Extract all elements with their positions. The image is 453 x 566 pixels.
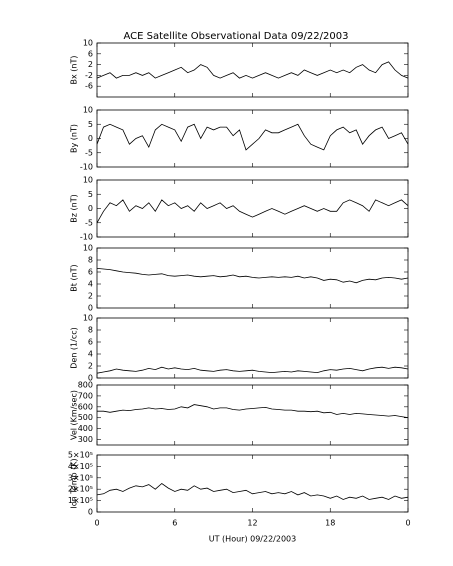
y-tick-label: 6 <box>88 338 93 347</box>
data-line <box>96 366 409 374</box>
y-tick-label: 10 <box>83 244 93 253</box>
data-line <box>96 199 409 223</box>
y-axis-label: Bt (nT) <box>70 264 79 291</box>
data-line <box>96 268 409 284</box>
y-tick-label: 400 <box>78 424 93 433</box>
y-tick-label: 2 <box>88 292 93 301</box>
y-tick-label: 8 <box>88 256 93 265</box>
y-axis-label: Vel (Km/sec) <box>70 390 79 440</box>
y-axis-label: Den (1/cc) <box>70 327 79 369</box>
data-line <box>96 482 409 500</box>
y-tick-label: 4×10⁵ <box>68 462 93 471</box>
chart-title: ACE Satellite Observational Data 09/22/2… <box>124 31 349 42</box>
panel-frame <box>96 42 409 98</box>
x-tick-label: 18 <box>325 519 335 528</box>
y-tick-label: 0 <box>88 508 93 517</box>
y-tick-label: 0 <box>88 204 93 213</box>
x-tick-label: 0 <box>94 519 99 528</box>
y-axis-label: Ion Temp (K) <box>70 458 79 508</box>
data-line <box>96 123 409 151</box>
y-axis-label: Bz (nT) <box>70 194 79 222</box>
y-tick-label: 500 <box>78 413 93 422</box>
x-tick-label: 12 <box>247 519 257 528</box>
y-tick-label: -6 <box>85 82 93 91</box>
y-tick-label: 0 <box>88 134 93 143</box>
y-tick-label: 2 <box>88 60 93 69</box>
y-tick-label: 10 <box>83 106 93 115</box>
y-tick-label: 700 <box>78 391 93 400</box>
y-tick-label: -10 <box>80 233 93 242</box>
y-tick-label: -5 <box>85 218 93 227</box>
y-tick-label: 4 <box>88 280 93 289</box>
y-tick-label: 8 <box>88 326 93 335</box>
y-tick-label: 10 <box>83 314 93 323</box>
y-tick-label: 600 <box>78 402 93 411</box>
y-tick-label: -2 <box>85 71 93 80</box>
y-tick-label: 1×10⁵ <box>68 496 93 505</box>
y-tick-label: 6 <box>88 268 93 277</box>
panel-frame <box>96 179 409 238</box>
y-tick-label: 2×10⁵ <box>68 485 93 494</box>
y-tick-label: -5 <box>85 148 93 157</box>
panel-frame <box>96 454 409 513</box>
panel-frame <box>96 247 409 309</box>
panel-frame <box>96 317 409 379</box>
y-tick-label: 800 <box>78 381 93 390</box>
y-tick-label: 0 <box>88 304 93 313</box>
y-tick-label: 5×10⁵ <box>68 451 93 460</box>
data-line <box>96 61 409 79</box>
y-tick-label: 5 <box>88 190 93 199</box>
y-tick-label: 0 <box>88 374 93 383</box>
y-tick-label: 4 <box>88 350 93 359</box>
y-tick-label: 5 <box>88 120 93 129</box>
y-axis-label: Bx (nT) <box>70 56 79 85</box>
y-tick-label: 10 <box>83 39 93 48</box>
y-tick-label: 2 <box>88 362 93 371</box>
data-line <box>97 404 409 419</box>
x-tick-label: 6 <box>172 519 177 528</box>
y-tick-label: 6 <box>88 49 93 58</box>
y-tick-label: -10 <box>80 163 93 172</box>
y-tick-label: 300 <box>78 435 93 444</box>
y-axis-label: By (nT) <box>70 124 79 153</box>
x-axis-label: UT (Hour) 09/22/2003 <box>209 535 296 544</box>
panel-frame <box>96 384 409 446</box>
x-tick-label: 0 <box>405 519 410 528</box>
y-tick-label: 3×10⁵ <box>68 473 93 482</box>
y-tick-label: 10 <box>83 176 93 185</box>
